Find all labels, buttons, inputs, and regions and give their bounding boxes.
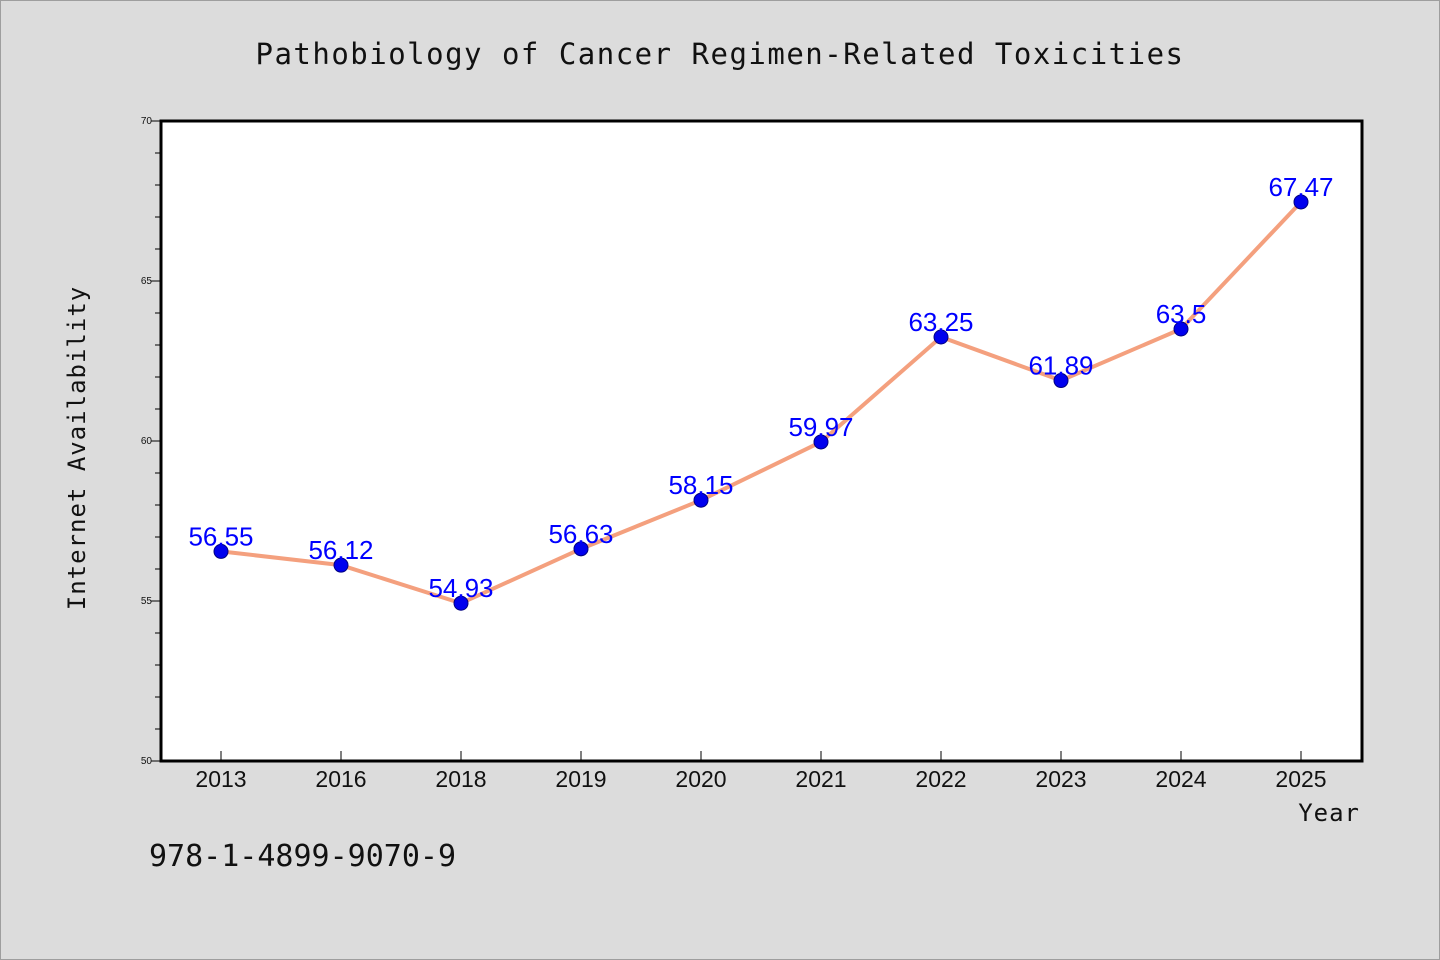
- x-tick-label: 2019: [555, 766, 606, 792]
- data-point-marker: [1293, 194, 1309, 210]
- data-point-marker: [573, 541, 589, 557]
- plot-area: [159, 119, 1364, 763]
- series-line: [219, 199, 1303, 606]
- data-label: 58.15: [668, 470, 733, 500]
- y-axis-label: Internet Availability: [63, 286, 91, 610]
- data-label: 56.12: [308, 535, 373, 565]
- x-tick-label: 2023: [1035, 766, 1086, 792]
- data-point-marker: [213, 543, 229, 559]
- x-tick-label: 2020: [675, 766, 726, 792]
- data-point-marker: [693, 492, 709, 508]
- y-tick-label: 50: [141, 756, 153, 767]
- data-point-marker: [453, 595, 469, 611]
- y-tick-label: 60: [141, 436, 153, 447]
- data-point-marker: [933, 329, 949, 345]
- x-tick-label: 2022: [915, 766, 966, 792]
- y-tick-label: 65: [141, 276, 153, 287]
- data-point-marker: [333, 557, 349, 573]
- x-tick-label: 2024: [1155, 766, 1206, 792]
- series-layer: 56.55 56.12 54.93 56.63 58.15 59.97 63.25 61.89…: [188, 172, 1334, 611]
- x-axis-ticks: 2013 2016 2018 2019 2020 2021 2022 2023 2024 2025: [195, 751, 1327, 792]
- x-tick-label: 2018: [435, 766, 486, 792]
- x-tick-label: 2013: [195, 766, 246, 792]
- y-tick-label: 70: [141, 116, 153, 127]
- x-tick-label: 2025: [1275, 766, 1326, 792]
- y-tick-label: 55: [141, 596, 153, 607]
- data-point-marker: [1173, 321, 1189, 337]
- chart-title: Pathobiology of Cancer Regimen-Related T…: [255, 37, 1184, 71]
- data-label: 56.63: [548, 519, 613, 549]
- data-point-marker: [813, 434, 829, 450]
- data-label: 63.25: [908, 307, 973, 337]
- data-label: 54.93: [428, 573, 493, 603]
- isbn-footer-text: 978-1-4899-9070-9: [149, 839, 456, 874]
- data-label: 63.5: [1156, 299, 1207, 329]
- data-label: 56.55: [188, 521, 253, 551]
- x-axis-label: Year: [1298, 799, 1360, 827]
- data-point-marker: [1053, 373, 1069, 389]
- data-label: 67.47: [1268, 172, 1333, 202]
- data-label: 59.97: [788, 412, 853, 442]
- y-axis-ticks: 50 55 60 65 70: [141, 116, 161, 767]
- x-tick-label: 2016: [315, 766, 366, 792]
- data-label: 61.89: [1028, 351, 1093, 381]
- x-tick-label: 2021: [795, 766, 846, 792]
